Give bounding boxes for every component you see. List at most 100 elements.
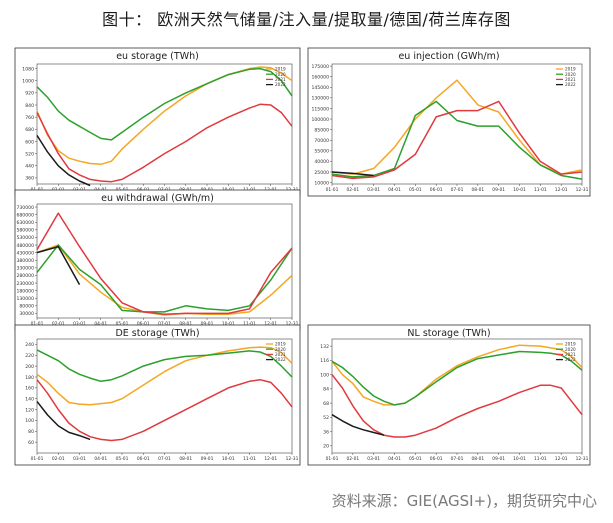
eu-injection-series-2021 xyxy=(331,100,583,180)
de-storage-ytick-label: 220 xyxy=(25,353,34,359)
eu-injection-xtick-label: 09-01 xyxy=(492,187,505,193)
eu-storage-ytick-label: 1080 xyxy=(22,66,34,72)
eu-withdrawal-ytick-label: 230000 xyxy=(16,281,34,287)
eu-injection-frame xyxy=(307,47,591,197)
eu-withdrawal-series-2020 xyxy=(36,244,293,313)
eu-injection-ytick-label: 10000 xyxy=(314,180,329,186)
nl-storage-xtick-label: 01-01 xyxy=(326,456,339,462)
de-storage-xtick-label: 11-01 xyxy=(243,456,256,462)
de-storage-series-2019 xyxy=(36,346,293,406)
de-storage-title: DE storage (TWh) xyxy=(115,328,199,339)
nl-storage-xtick-label: 08-01 xyxy=(471,456,484,462)
eu-injection-xtick-label: 07-01 xyxy=(451,187,464,193)
nl-storage-xtick-label: 03-01 xyxy=(367,456,380,462)
eu-withdrawal-ytick-label: 30000 xyxy=(19,311,34,317)
eu-withdrawal-xtick-label: 08-01 xyxy=(179,321,192,327)
eu-injection-legend-label-2019: 2019 xyxy=(565,67,576,72)
de-storage-frame xyxy=(14,324,301,466)
eu-withdrawal-xtick-label: 05-01 xyxy=(116,321,129,327)
nl-storage-ytick-label: 52 xyxy=(323,415,329,421)
nl-storage-xtick-label: 12-01 xyxy=(555,456,568,462)
eu-withdrawal-ytick-label: 180000 xyxy=(16,288,34,294)
eu-storage-ytick-label: 680 xyxy=(25,127,34,133)
eu-storage-ytick-label: 360 xyxy=(25,176,34,182)
eu-injection-ytick-label: 100000 xyxy=(311,117,329,123)
eu-withdrawal-series-2021 xyxy=(36,212,293,315)
de-storage-xtick-label: 09-01 xyxy=(201,456,214,462)
eu-storage-chart: eu storage (TWh) 360 440 520 600 680 760 840 920… xyxy=(14,47,301,197)
nl-storage-xtick-label: 11-01 xyxy=(534,456,547,462)
eu-injection-xtick-label: 11-01 xyxy=(534,187,547,193)
eu-injection-xtick-label: 10-01 xyxy=(513,187,526,193)
eu-injection-ytick-label: 130000 xyxy=(311,96,329,102)
de-storage-legend-label-2021: 2021 xyxy=(275,352,286,357)
eu-withdrawal-ytick-label: 330000 xyxy=(16,266,34,272)
de-storage-xtick-label: 01-01 xyxy=(31,456,44,462)
eu-storage-ytick-label: 520 xyxy=(25,151,34,157)
de-storage-ytick-label: 240 xyxy=(25,342,34,348)
de-storage-xtick-label: 02-01 xyxy=(52,456,65,462)
nl-storage-title: NL storage (TWh) xyxy=(407,328,490,339)
eu-injection-xtick-label: 04-01 xyxy=(388,187,401,193)
de-storage-xtick-label: 06-01 xyxy=(137,456,150,462)
eu-storage-ytick-label: 840 xyxy=(25,103,34,109)
nl-storage-frame xyxy=(307,324,591,466)
eu-injection-ytick-label: 115000 xyxy=(311,106,329,112)
nl-storage-ytick-label: 36 xyxy=(323,429,329,435)
nl-storage-xtick-label: 12-31 xyxy=(576,456,589,462)
eu-storage-legend-label-2020: 2020 xyxy=(275,72,286,77)
eu-storage-series-2021 xyxy=(36,103,293,183)
de-storage-xtick-label: 03-01 xyxy=(73,456,86,462)
de-storage-ytick-label: 80 xyxy=(28,429,34,435)
eu-injection-ytick-label: 145000 xyxy=(311,85,329,91)
eu-storage-ytick-label: 1000 xyxy=(22,79,34,85)
eu-injection-xtick-label: 06-01 xyxy=(430,187,443,193)
eu-storage-series-2022 xyxy=(36,134,91,187)
nl-storage-xtick-label: 09-01 xyxy=(492,456,505,462)
eu-storage-series-2020 xyxy=(36,67,293,141)
eu-withdrawal-series-2022 xyxy=(36,245,81,285)
de-storage-xtick-label: 04-01 xyxy=(94,456,107,462)
page-title: 图十： 欧洲天然气储量/注入量/提取量/德国/荷兰库存图 xyxy=(102,10,511,29)
eu-withdrawal-xtick-label: 06-01 xyxy=(137,321,150,327)
eu-injection-ytick-label: 25000 xyxy=(314,170,329,176)
eu-storage-title: eu storage (TWh) xyxy=(116,51,199,62)
eu-storage-ytick-label: 920 xyxy=(25,91,34,97)
eu-storage-legend-label-2021: 2021 xyxy=(275,77,286,82)
de-storage-xtick-label: 12-31 xyxy=(286,456,299,462)
de-storage-legend-label-2019: 2019 xyxy=(275,342,286,347)
eu-withdrawal-xtick-label: 07-01 xyxy=(158,321,171,327)
nl-storage-xtick-label: 10-01 xyxy=(513,456,526,462)
eu-withdrawal-ytick-label: 480000 xyxy=(16,243,34,249)
eu-injection-chart: eu injection (GWh/m) 10000 25000 40000 55000… xyxy=(307,47,591,197)
nl-storage-ytick-label: 20 xyxy=(323,444,329,450)
de-storage-series-2022 xyxy=(36,400,91,441)
eu-withdrawal-ytick-label: 630000 xyxy=(16,220,34,226)
eu-injection-ytick-label: 160000 xyxy=(311,75,329,81)
eu-injection-xtick-label: 08-01 xyxy=(471,187,484,193)
nl-storage-series-2022 xyxy=(331,414,385,436)
de-storage-xtick-label: 05-01 xyxy=(116,456,129,462)
eu-injection-xtick-label: 01-01 xyxy=(326,187,339,193)
eu-injection-legend-label-2022: 2022 xyxy=(565,82,576,87)
de-storage-xtick-label: 12-01 xyxy=(264,456,277,462)
eu-withdrawal-xtick-label: 12-31 xyxy=(286,321,299,327)
eu-withdrawal-xtick-label: 04-01 xyxy=(94,321,107,327)
nl-storage-ytick-label: 132 xyxy=(320,344,329,350)
eu-injection-title: eu injection (GWh/m) xyxy=(398,51,499,62)
eu-storage-frame xyxy=(14,47,301,197)
eu-injection-ytick-label: 40000 xyxy=(314,159,329,165)
eu-injection-series-2022 xyxy=(331,171,374,177)
nl-storage-xtick-label: 04-01 xyxy=(388,456,401,462)
eu-injection-ytick-label: 55000 xyxy=(314,149,329,155)
eu-withdrawal-ytick-label: 430000 xyxy=(16,250,34,256)
nl-storage-legend-label-2021: 2021 xyxy=(565,352,576,357)
eu-withdrawal-ytick-label: 530000 xyxy=(16,235,34,241)
nl-storage-ytick-label: 68 xyxy=(323,401,329,407)
eu-injection-xtick-label: 03-01 xyxy=(367,187,380,193)
nl-storage-xtick-label: 05-01 xyxy=(409,456,422,462)
eu-storage-ytick-label: 760 xyxy=(25,115,34,121)
de-storage-legend-label-2022: 2022 xyxy=(275,357,286,362)
